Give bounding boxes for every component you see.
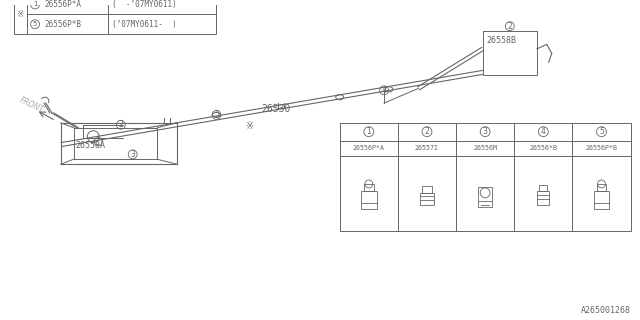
Text: 26556P*B: 26556P*B [44,20,81,29]
Text: ※: ※ [245,121,253,131]
Bar [540,185,547,191]
Bar [422,186,432,193]
Text: FRONT: FRONT [19,95,46,115]
Text: 1: 1 [367,127,371,136]
Text: 2: 2 [508,22,512,31]
Bar [538,191,549,205]
Text: 26556P*A: 26556P*A [44,0,81,9]
Text: 26556*B: 26556*B [529,146,557,151]
Text: 4: 4 [381,86,387,95]
Bar [420,193,434,205]
Text: 3: 3 [130,150,135,159]
Text: ※: ※ [17,10,24,19]
Text: 26556P*B: 26556P*B [586,146,618,151]
Bar [593,191,609,209]
Text: 5: 5 [214,110,219,119]
Bar [596,184,607,191]
Text: 5: 5 [599,127,604,136]
Bar [361,191,377,209]
Text: 2: 2 [424,127,429,136]
Bar [364,184,374,191]
Text: 26530: 26530 [261,104,291,114]
Bar [340,123,630,231]
Text: 26558B: 26558B [486,36,516,45]
Bar [483,31,537,76]
Text: 26558A: 26558A [76,141,106,150]
Text: 5: 5 [33,21,37,27]
Text: (’07MY0611-  ): (’07MY0611- ) [112,20,177,29]
Text: A265001268: A265001268 [580,306,630,315]
Text: 1: 1 [33,2,37,7]
Bar [14,0,216,34]
Text: (  -’07MY0611): ( -’07MY0611) [112,0,177,9]
Text: 4: 4 [541,127,546,136]
Text: 26556M: 26556M [473,146,497,151]
Text: 26557I: 26557I [415,146,439,151]
Bar [478,187,492,207]
Text: 2: 2 [118,120,124,129]
Text: 26556P*A: 26556P*A [353,146,385,151]
Text: 3: 3 [483,127,488,136]
